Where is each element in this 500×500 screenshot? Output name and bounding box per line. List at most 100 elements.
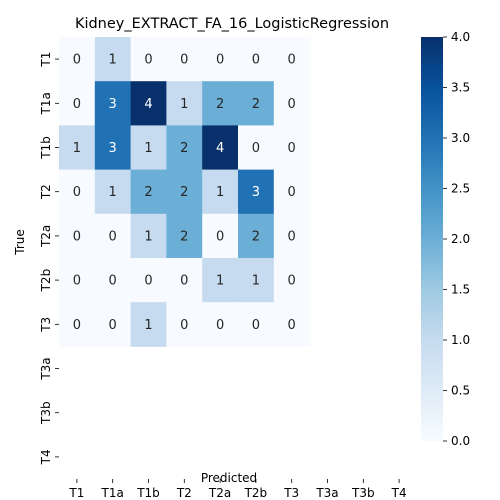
cell-value-label: 0 bbox=[73, 97, 81, 112]
heatmap-cell bbox=[59, 258, 96, 303]
heatmap-cell bbox=[273, 302, 311, 347]
heatmap-cell bbox=[238, 213, 275, 259]
heatmap-cell bbox=[130, 258, 167, 303]
y-axis-label: True bbox=[13, 229, 27, 256]
cell-value-label: 1 bbox=[109, 53, 117, 68]
heatmap-cell-labels: 0 1 0 0 0 0 0 0 3 4 1 2 2 0 1 3 1 2 4 0 0 0 1 2 2 1 3 0 0 0 1 2 0 2 0 0 0 0 0 1… bbox=[73, 53, 296, 333]
heatmap-cell bbox=[273, 258, 311, 303]
heatmap-cell bbox=[166, 169, 203, 215]
cell-value-label: 0 bbox=[180, 53, 188, 68]
heatmap-cell bbox=[202, 213, 239, 259]
x-tick-label: T1b bbox=[136, 486, 160, 500]
colorbar bbox=[421, 37, 443, 441]
cell-value-label: 3 bbox=[109, 97, 117, 112]
heatmap-cells bbox=[59, 37, 311, 347]
heatmap-cell bbox=[130, 37, 167, 82]
colorbar-tick-label: 1.0 bbox=[451, 333, 470, 347]
cell-value-label: 1 bbox=[216, 274, 224, 289]
heatmap-cell bbox=[166, 37, 203, 82]
heatmap-cell bbox=[130, 213, 167, 259]
colorbar-tick-label: 1.5 bbox=[451, 283, 470, 297]
cell-value-label: 0 bbox=[288, 318, 296, 333]
cell-value-label: 2 bbox=[180, 229, 188, 244]
heatmap-cell bbox=[238, 37, 275, 82]
cell-value-label: 1 bbox=[144, 141, 152, 156]
heatmap-cell bbox=[202, 169, 239, 215]
colorbar-tick-label: 2.0 bbox=[451, 232, 470, 246]
cell-value-label: 0 bbox=[109, 274, 117, 289]
x-tick-label: T2a bbox=[208, 486, 231, 500]
cell-value-label: 4 bbox=[144, 97, 152, 112]
cell-value-label: 0 bbox=[144, 274, 152, 289]
heatmap-cell bbox=[166, 81, 203, 126]
heatmap-cell bbox=[59, 125, 96, 171]
cell-value-label: 1 bbox=[180, 97, 188, 112]
cell-value-label: 1 bbox=[73, 141, 81, 156]
cell-value-label: 0 bbox=[144, 53, 152, 68]
heatmap-cell bbox=[202, 81, 239, 126]
cell-value-label: 1 bbox=[144, 229, 152, 244]
cell-value-label: 0 bbox=[252, 318, 260, 333]
heatmap-cell bbox=[94, 125, 132, 171]
cell-value-label: 0 bbox=[288, 274, 296, 289]
chart-title: Kidney_EXTRACT_FA_16_LogisticRegression bbox=[75, 16, 389, 32]
heatmap-cell bbox=[94, 258, 132, 303]
x-axis: T1 T1a T1b T2 T2a T2b T3 T3a T3b T4 bbox=[68, 479, 407, 500]
heatmap-cell bbox=[59, 37, 96, 82]
y-tick-label: T2 bbox=[39, 184, 53, 200]
x-tick-label: T4 bbox=[391, 486, 407, 500]
colorbar-tick-label: 3.0 bbox=[451, 131, 470, 145]
x-tick-label: T3b bbox=[351, 486, 375, 500]
cell-value-label: 0 bbox=[216, 229, 224, 244]
colorbar-tick-label: 2.5 bbox=[451, 182, 470, 196]
x-tick-label: T1a bbox=[101, 486, 124, 500]
cell-value-label: 3 bbox=[109, 141, 117, 156]
heatmap-cell bbox=[238, 302, 275, 347]
heatmap-cell bbox=[238, 169, 275, 215]
heatmap-cell bbox=[59, 302, 96, 347]
y-tick-label: T1a bbox=[39, 92, 53, 115]
cell-value-label: 0 bbox=[288, 97, 296, 112]
heatmap-cell bbox=[202, 258, 239, 303]
y-tick-label: T2b bbox=[39, 269, 53, 293]
colorbar-tick-label: 0.5 bbox=[451, 384, 470, 398]
cell-value-label: 0 bbox=[73, 318, 81, 333]
x-tick-label: T3 bbox=[283, 486, 299, 500]
cell-value-label: 4 bbox=[216, 141, 224, 156]
cell-value-label: 0 bbox=[288, 229, 296, 244]
heatmap-cell bbox=[166, 302, 203, 347]
cell-value-label: 2 bbox=[252, 229, 260, 244]
x-tick-label: T2 bbox=[176, 486, 192, 500]
colorbar-tick-label: 0.0 bbox=[451, 434, 470, 448]
cell-value-label: 2 bbox=[252, 97, 260, 112]
cell-value-label: 2 bbox=[144, 185, 152, 200]
cell-value-label: 0 bbox=[216, 53, 224, 68]
cell-value-label: 0 bbox=[73, 229, 81, 244]
cell-value-label: 1 bbox=[252, 274, 260, 289]
cell-value-label: 2 bbox=[180, 141, 188, 156]
cell-value-label: 0 bbox=[109, 229, 117, 244]
colorbar-tick-label: 3.5 bbox=[451, 81, 470, 95]
heatmap-cell bbox=[238, 125, 275, 171]
heatmap-cell bbox=[94, 213, 132, 259]
cell-value-label: 0 bbox=[252, 141, 260, 156]
cell-value-label: 0 bbox=[288, 53, 296, 68]
heatmap-cell bbox=[202, 37, 239, 82]
cell-value-label: 0 bbox=[109, 318, 117, 333]
x-tick-label: T3a bbox=[315, 486, 338, 500]
heatmap-cell bbox=[130, 125, 167, 171]
x-axis-label: Predicted bbox=[201, 471, 257, 485]
cell-value-label: 3 bbox=[252, 185, 260, 200]
heatmap-cell bbox=[273, 213, 311, 259]
cell-value-label: 1 bbox=[216, 185, 224, 200]
heatmap-cell bbox=[130, 302, 167, 347]
heatmap-cell bbox=[273, 125, 311, 171]
cell-value-label: 1 bbox=[144, 318, 152, 333]
cell-value-label: 0 bbox=[288, 141, 296, 156]
heatmap-cell bbox=[273, 169, 311, 215]
heatmap-cell bbox=[94, 81, 132, 126]
heatmap-cell bbox=[166, 258, 203, 303]
cell-value-label: 0 bbox=[73, 274, 81, 289]
heatmap-cell bbox=[166, 125, 203, 171]
